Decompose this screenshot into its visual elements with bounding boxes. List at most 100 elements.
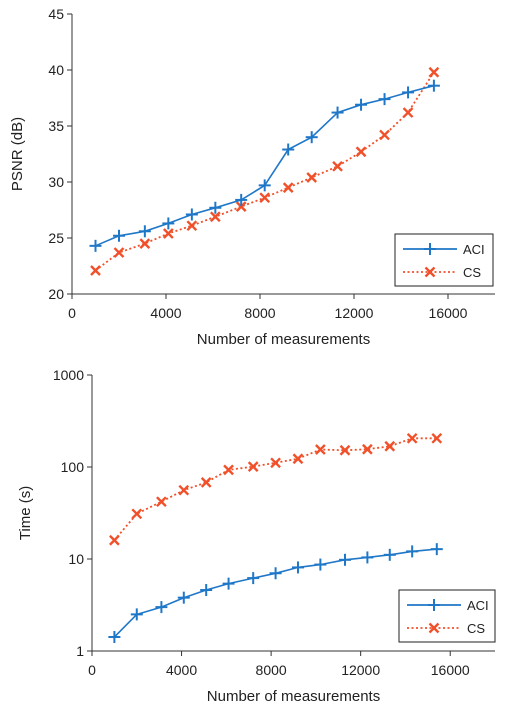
chart-1-series-cs-marker-b — [90, 265, 101, 276]
chart-2: 1 10 100 1000 0 4000 8000 12000 16000 Number of m… — [17, 367, 496, 705]
chart-1-series-cs-marker-b — [355, 146, 367, 158]
chart-1-series-cs-marker-b — [210, 211, 221, 223]
chart-1-series-aci-point — [282, 143, 295, 156]
chart-2-series-cs-marker-b — [156, 496, 167, 508]
chart-2-series-cs-marker-b — [178, 484, 190, 496]
chart-2-legend: ACI CS — [398, 589, 496, 643]
chart-1-series-cs-marker-b — [139, 238, 151, 249]
chart-1-series-cs-point — [210, 211, 221, 223]
chart-2-series-cs-point — [315, 444, 326, 455]
chart-2-series-cs-point — [223, 464, 234, 476]
chart-1-series-cs-point — [428, 66, 440, 78]
chart-2-y-tick-label: 10 — [68, 551, 84, 567]
chart-2-series-cs-marker-b — [431, 432, 443, 444]
chart-1-y-tick-label: 30 — [48, 174, 64, 190]
chart-2-series-cs-marker-b — [247, 461, 259, 472]
chart-2-legend-entry-cs: CS — [407, 621, 485, 636]
chart-2-series-cs-point — [339, 444, 351, 456]
chart-1-x-tick-label: 8000 — [244, 305, 275, 321]
chart-2-series-aci-point — [222, 577, 235, 590]
chart-1-series-cs-point — [163, 228, 174, 239]
chart-1-legend-entry-cs-label: CS — [463, 265, 481, 280]
chart-2-series-cs-marker-b — [292, 453, 304, 465]
chart-1-series-cs-point — [355, 146, 367, 158]
chart-2-series-cs-point — [362, 443, 373, 455]
chart-1-series-aci-point — [258, 179, 271, 192]
chart-1-series-cs-marker-b — [306, 172, 318, 183]
chart-1-series-aci-point — [355, 98, 368, 111]
chart-2-series-aci — [108, 543, 443, 643]
chart-1-series-cs-point — [90, 265, 101, 276]
chart-2-series-cs-point — [109, 534, 120, 546]
chart-1-legend-entry-cs-marker-b — [424, 266, 436, 278]
chart-2-series-aci-point — [247, 572, 260, 585]
chart-1-series-cs-point — [306, 172, 318, 183]
chart-2-x-tick-label: 0 — [88, 662, 96, 678]
chart-1-series-aci — [89, 79, 440, 252]
chart-2-x-tick-label: 8000 — [256, 662, 287, 678]
chart-1-legend-box — [394, 233, 494, 287]
chart-1-series-cs-marker-b — [282, 182, 294, 193]
chart-2-series-cs-marker-b — [339, 444, 351, 456]
chart-2-series-aci-line — [113, 548, 437, 638]
chart-2-series-aci-point — [383, 548, 396, 561]
chart-1-series-aci-point — [113, 229, 125, 242]
chart-2-series-cs-marker-b — [315, 444, 326, 455]
chart-1-y-axis-label: PSNR (dB) — [9, 117, 26, 191]
chart-2-series-aci-point — [155, 601, 168, 614]
chart-2-x-tick-label: 12000 — [341, 662, 380, 678]
chart-2-x-tick-label: 16000 — [431, 662, 470, 678]
chart-1-series-aci-point — [138, 225, 151, 238]
chart-2-series-cs-point — [431, 432, 443, 444]
chart-2-series-cs-point — [178, 484, 190, 496]
chart-1-series-aci-line — [95, 84, 435, 247]
chart-1-y-tick-label: 40 — [48, 62, 64, 78]
chart-1-series-cs-point — [186, 220, 198, 232]
chart-1-series-cs-point — [332, 160, 343, 172]
chart-1-y-tick-label: 25 — [48, 230, 64, 246]
chart-1-legend: ACI CS — [394, 233, 494, 287]
chart-2-series-aci-point — [338, 553, 351, 566]
chart-1-series-cs-point — [282, 182, 294, 193]
chart-2-y-axis-label: Time (s) — [17, 486, 34, 540]
chart-2-series-cs-point — [131, 508, 143, 520]
chart-2-y-tick-label: 1 — [76, 643, 84, 659]
chart-1-series-aci-point — [402, 86, 415, 99]
chart-1-series-aci-point — [378, 93, 391, 106]
chart-2-legend-box — [398, 589, 496, 643]
chart-1-series-cs — [90, 66, 440, 276]
chart-2-series-cs-marker-b — [384, 440, 396, 452]
chart-2-series-cs-point — [156, 496, 167, 508]
chart-2-series-cs-point — [270, 457, 281, 469]
chart-1-x-tick-label: 4000 — [150, 305, 181, 321]
chart-1-series-cs-point — [139, 238, 151, 249]
chart-2-legend-entry-aci-label: ACI — [467, 598, 489, 613]
chart-2-legend-entry-cs-label: CS — [467, 621, 485, 636]
chart-1-series-aci-point — [209, 201, 222, 214]
chart-2-series-cs-point — [384, 440, 396, 452]
chart-1-x-tick-label: 16000 — [429, 305, 468, 321]
chart-1-legend-entry-aci: ACI — [403, 242, 485, 257]
chart-1-y-tick-label: 45 — [48, 6, 64, 22]
chart-2-series-aci-point — [269, 567, 282, 580]
chart-1-series-cs-marker-b — [402, 107, 414, 118]
chart-1-series-cs-marker-b — [163, 228, 174, 239]
chart-2-series-aci-point — [108, 630, 121, 643]
chart-1-series-cs-point — [259, 192, 271, 204]
chart-1: 20 25 30 35 40 45 0 4000 8000 12000 16000 Number of… — [9, 6, 495, 348]
chart-2-series-cs-marker-b — [406, 432, 418, 444]
chart-1-series-aci-point — [185, 208, 198, 221]
chart-1-series-cs-marker-b — [332, 160, 343, 172]
chart-1-series-cs-point — [113, 247, 125, 258]
chart-2-y-tick-label: 100 — [61, 459, 85, 475]
chart-2-legend-entry-cs-marker-b — [428, 622, 440, 634]
chart-1-y-tick-label: 35 — [48, 118, 64, 134]
chart-1-x-tick-label: 0 — [68, 305, 76, 321]
chart-1-series-cs-marker-b — [235, 201, 247, 212]
chart-1-series-cs-point — [402, 107, 414, 118]
chart-2-series-aci-point — [130, 608, 143, 621]
chart-2-x-axis-label: Number of measurements — [207, 688, 380, 705]
chart-2-series-aci-point — [430, 543, 443, 556]
chart-2-series-cs-marker-b — [223, 464, 234, 476]
